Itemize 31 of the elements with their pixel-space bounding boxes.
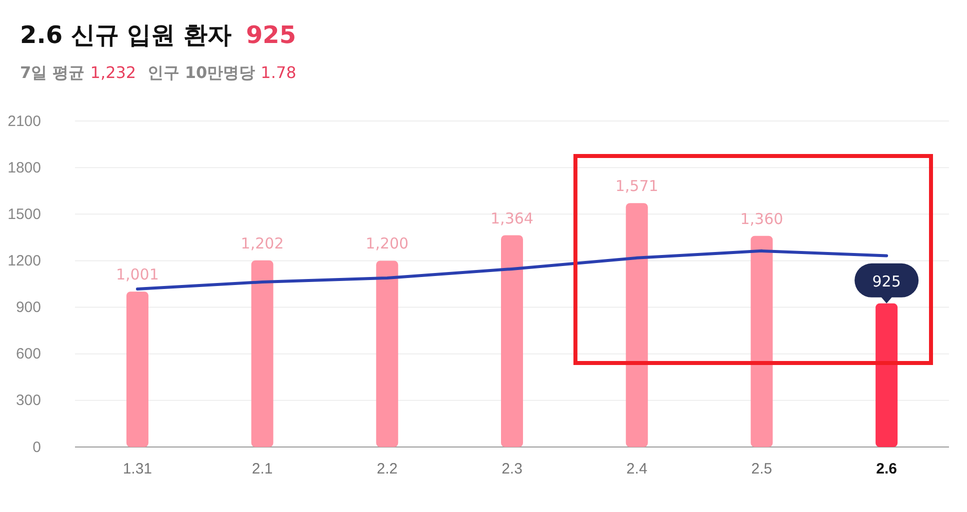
bar [251,260,274,447]
bar [126,292,148,447]
x-tick-label: 2.6 [876,460,897,478]
bar [750,236,773,447]
chart-title: 2.6 신규 입원 환자 925 [20,21,296,49]
bar [876,303,898,447]
y-tick-label: 1200 [8,252,41,270]
data-label: 1,001 [116,266,159,284]
data-label: 1,202 [240,234,284,252]
x-tick-label: 1.31 [122,460,152,478]
bar [501,235,523,447]
bar [376,260,398,447]
y-tick-label: 2100 [8,112,41,130]
data-label: 1,571 [615,177,658,196]
data-label: 1,360 [740,210,784,228]
bar [626,203,648,447]
y-tick-label: 900 [16,299,41,316]
x-tick-label: 2.2 [376,460,398,478]
y-tick-label: 0 [32,438,41,456]
data-label: 1,200 [366,234,409,253]
x-tick-label: 2.5 [751,460,772,478]
data-label: 1,364 [490,209,534,228]
x-tick-label: 2.1 [252,460,273,478]
y-tick-label: 1800 [8,159,41,176]
chart-subtitle: 7일 평균 1,232 인구 10만명당 1.78 [20,63,296,82]
y-tick-label: 1500 [8,206,41,223]
data-label: 925 [872,272,901,290]
x-tick-label: 2.4 [626,460,648,478]
y-tick-label: 300 [16,392,41,410]
y-tick-label: 600 [16,346,41,363]
x-tick-label: 2.3 [502,460,522,478]
